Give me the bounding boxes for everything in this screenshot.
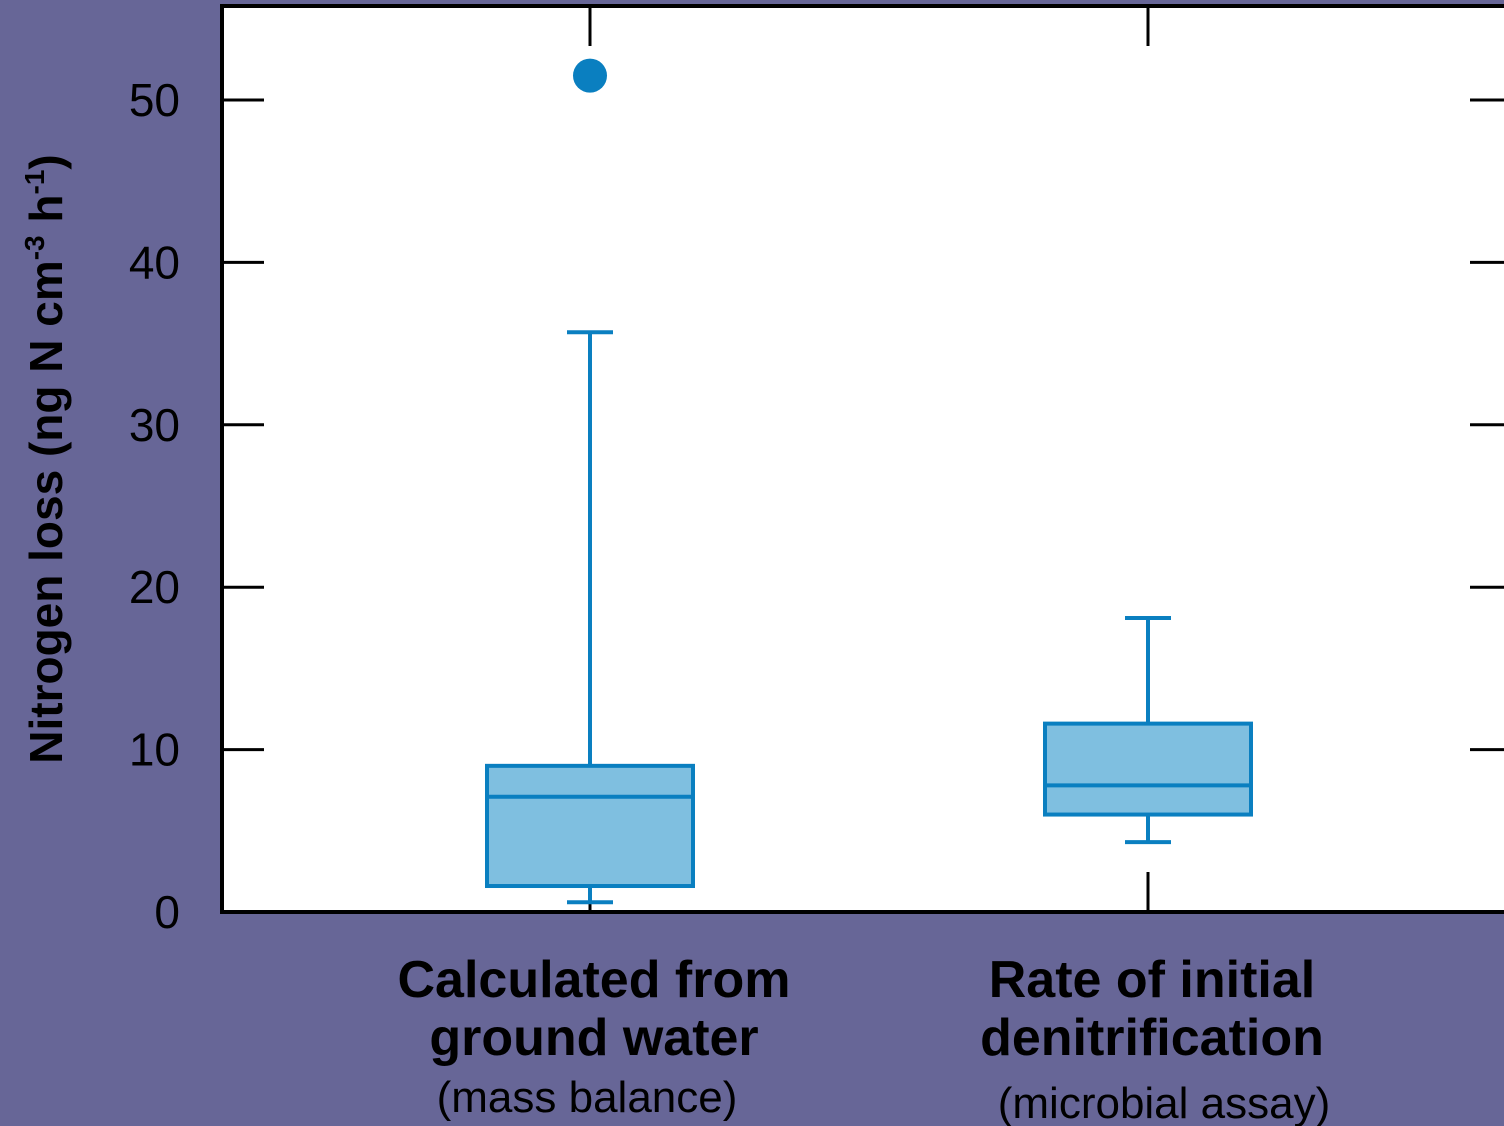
category-sublabel: (mass balance) <box>437 1073 738 1122</box>
category-label-line2: denitrification <box>980 1009 1324 1067</box>
box-iqr <box>485 763 695 889</box>
outlier-point <box>573 58 607 93</box>
y-tick-label: 40 <box>129 236 180 288</box>
y-axis-label: Nitrogen loss (ng N cm-3 h-1) <box>19 154 72 764</box>
category-label-line1: Calculated from <box>398 951 791 1009</box>
plot-area <box>220 4 1504 914</box>
box-iqr <box>1043 721 1253 817</box>
category-label-line1: Rate of initial <box>989 951 1315 1009</box>
y-tick-label: 50 <box>129 74 180 126</box>
y-tick-label: 30 <box>129 399 180 451</box>
category-label-line2: ground water <box>429 1009 758 1067</box>
marks-layer <box>485 58 1253 905</box>
y-tick-label: 10 <box>129 724 180 776</box>
category-sublabel: (microbial assay) <box>998 1079 1331 1126</box>
y-tick-label: 20 <box>129 561 180 613</box>
y-tick-label: 0 <box>154 886 180 938</box>
